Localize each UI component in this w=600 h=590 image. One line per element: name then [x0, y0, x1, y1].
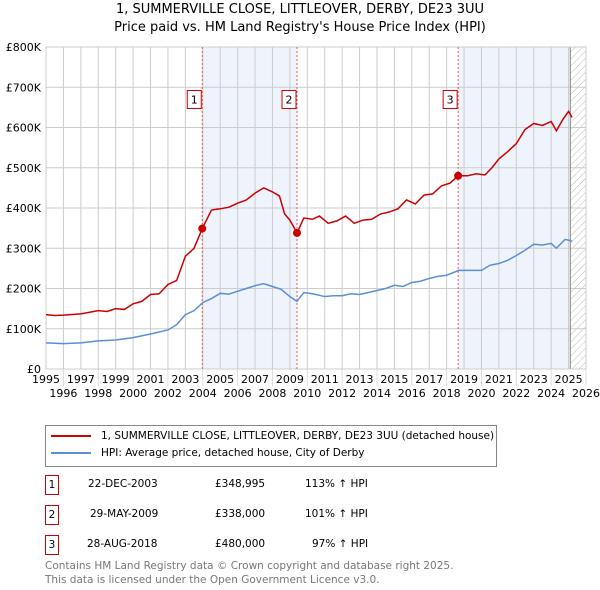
sale-point	[454, 171, 463, 180]
x-tick-label: 2013	[346, 373, 374, 386]
legend-item-hpi: HPI: Average price, detached house, City…	[51, 447, 364, 459]
series-line	[45, 238, 573, 345]
sale-date: 22-DEC-2003	[88, 478, 158, 490]
x-tick-label: 2025	[555, 373, 583, 386]
x-tick-label: 2000	[119, 387, 147, 400]
x-tick-label: 2008	[258, 387, 286, 400]
y-tick-label: £700K	[6, 81, 42, 94]
sale-marker-num: 2	[45, 505, 59, 525]
sale-point	[198, 224, 207, 233]
y-tick-label: £0	[27, 363, 41, 376]
x-tick-label: 2023	[520, 373, 548, 386]
sale-price: £338,000	[215, 508, 266, 520]
x-tick-label: 2019	[450, 373, 478, 386]
legend-swatch-blue	[51, 452, 91, 454]
sale-date: 28-AUG-2018	[87, 538, 158, 550]
x-tick-label: 2003	[171, 373, 199, 386]
x-tick-label: 2021	[485, 373, 513, 386]
chart-subtitle: Price paid vs. HM Land Registry's House …	[114, 20, 486, 35]
sale-marker-num: 3	[45, 535, 59, 555]
sale-label-box	[281, 89, 297, 109]
x-tick-label: 2012	[328, 387, 356, 400]
series-line	[45, 110, 573, 317]
x-tick-label: 2009	[276, 373, 304, 386]
x-tick-label: 1997	[67, 373, 95, 386]
sale-label: 2	[286, 93, 293, 106]
y-tick-label: £300K	[6, 242, 42, 255]
sale-price: £480,000	[215, 538, 266, 550]
plot-area: 1995199619971998199920002001200220032004…	[6, 41, 600, 400]
sale-label-box	[186, 89, 202, 109]
footer-licence: This data is licensed under the Open Gov…	[45, 574, 380, 586]
x-tick-label: 1996	[49, 387, 77, 400]
x-tick-label: 2018	[433, 387, 461, 400]
sale-point	[293, 228, 302, 237]
sale-hpi: 101% ↑ HPI	[305, 508, 368, 520]
sale-marker-num: 1	[45, 475, 59, 495]
y-tick-label: £100K	[6, 323, 42, 336]
sale-hpi: 97% ↑ HPI	[312, 538, 369, 550]
legend-label: HPI: Average price, detached house, City…	[101, 447, 365, 459]
x-tick-label: 2006	[224, 387, 252, 400]
x-tick-label: 2020	[467, 387, 495, 400]
legend-swatch-red	[51, 435, 91, 437]
x-tick-label: 2015	[380, 373, 408, 386]
x-tick-label: 2022	[502, 387, 530, 400]
sale-label: 3	[447, 93, 454, 106]
legend-item-property: 1, SUMMERVILLE CLOSE, LITTLEOVER, DERBY,…	[51, 430, 494, 442]
x-tick-label: 2011	[311, 373, 339, 386]
sale-date: 29-MAY-2009	[90, 508, 159, 520]
x-tick-label: 2007	[241, 373, 269, 386]
x-tick-label: 2005	[206, 373, 234, 386]
x-tick-label: 2017	[415, 373, 443, 386]
x-tick-label: 2002	[154, 387, 182, 400]
sale-price: £348,995	[215, 478, 266, 490]
x-tick-label: 1998	[84, 387, 112, 400]
x-tick-label: 2026	[572, 387, 600, 400]
y-tick-label: £500K	[6, 162, 42, 175]
sale-label: 1	[191, 93, 198, 106]
x-tick-label: 2004	[189, 387, 217, 400]
chart-title: 1, SUMMERVILLE CLOSE, LITTLEOVER, DERBY,…	[115, 2, 485, 17]
x-tick-label: 2016	[398, 387, 426, 400]
x-tick-label: 2010	[293, 387, 321, 400]
x-tick-label: 2024	[537, 387, 565, 400]
y-tick-label: £400K	[6, 202, 42, 215]
y-tick-label: £600K	[6, 122, 42, 135]
y-tick-label: £200K	[6, 283, 42, 296]
x-tick-label: 1999	[102, 373, 130, 386]
x-tick-label: 1995	[32, 373, 60, 386]
sale-label-box	[442, 89, 458, 109]
x-tick-label: 2014	[363, 387, 391, 400]
y-tick-label: £800K	[6, 41, 42, 54]
x-tick-label: 2001	[137, 373, 165, 386]
legend-label: 1, SUMMERVILLE CLOSE, LITTLEOVER, DERBY,…	[101, 430, 495, 442]
sale-hpi: 113% ↑ HPI	[305, 478, 368, 490]
plot-border	[45, 46, 587, 370]
footer-copyright: Contains HM Land Registry data © Crown c…	[45, 560, 454, 572]
legend: 1, SUMMERVILLE CLOSE, LITTLEOVER, DERBY,…	[45, 425, 497, 467]
